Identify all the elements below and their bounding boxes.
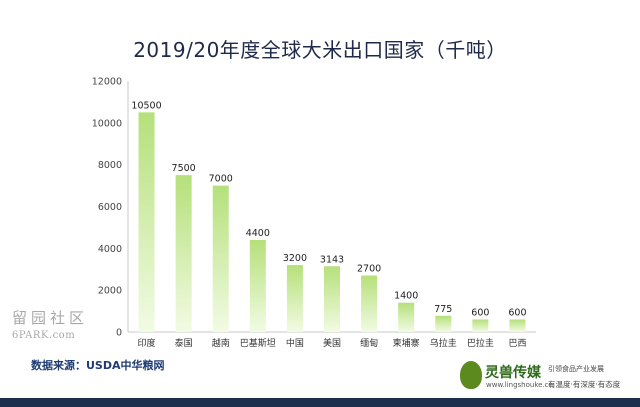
footer-bar <box>0 398 640 407</box>
y-tick-label: 10000 <box>92 118 122 129</box>
data-label: 1400 <box>394 291 418 302</box>
logo-slogan: 引领食品产业发展 <box>548 365 604 373</box>
bar <box>398 302 415 332</box>
x-category-label: 乌拉圭 <box>430 337 457 349</box>
data-label: 600 <box>508 307 526 318</box>
x-category-label: 中国 <box>286 337 304 349</box>
y-tick-label: 6000 <box>98 202 122 213</box>
y-tick-label: 4000 <box>98 244 122 255</box>
logo-name: 灵兽传媒 <box>485 365 541 381</box>
bar <box>472 319 489 332</box>
logo-tagline: 有温度·有深度·有态度 <box>548 380 621 389</box>
x-category-label: 美国 <box>323 337 341 349</box>
x-category-label: 巴拉圭 <box>467 337 494 349</box>
y-tick-label: 2000 <box>98 286 122 297</box>
bar <box>212 185 229 332</box>
site-watermark: 留园社区 6PARK.com <box>12 307 88 341</box>
x-category-label: 缅甸 <box>360 337 378 349</box>
x-category-label: 泰国 <box>175 337 193 349</box>
watermark-url: 6PARK.com <box>12 330 76 341</box>
bar <box>324 266 340 332</box>
data-label: 3200 <box>283 253 307 264</box>
data-label: 7000 <box>209 174 233 185</box>
bar <box>175 175 192 332</box>
data-label: 3143 <box>320 254 344 265</box>
data-label: 7500 <box>172 163 196 174</box>
data-label: 775 <box>434 304 452 315</box>
bar <box>286 265 303 332</box>
brand-logo: 灵兽传媒 www.lingshouke.cn 引领食品产业发展 有温度·有深度·… <box>458 358 640 398</box>
bar <box>361 275 378 332</box>
y-tick-label: 0 <box>116 328 122 339</box>
x-category-label: 巴基斯坦 <box>240 337 276 349</box>
data-label: 10500 <box>131 100 161 111</box>
logo-url: www.lingshouke.cn <box>486 381 553 389</box>
deer-logo-icon <box>460 361 482 389</box>
y-tick-label: 12000 <box>92 77 122 88</box>
watermark-title: 留园社区 <box>12 309 89 327</box>
y-tick-label: 8000 <box>98 160 122 171</box>
x-category-label: 柬埔寨 <box>393 337 420 349</box>
source-note: 数据来源：USDA中华粮网 <box>31 359 165 372</box>
bar <box>509 319 526 332</box>
data-label: 2700 <box>357 264 381 275</box>
x-category-label: 印度 <box>138 337 156 349</box>
bar <box>435 315 452 332</box>
x-category-label: 巴西 <box>508 338 526 349</box>
x-category-label: 越南 <box>212 337 230 349</box>
data-label: 600 <box>471 307 489 318</box>
chart-title: 2019/20年度全球大米出口国家（千吨） <box>133 38 507 62</box>
bar <box>249 239 266 332</box>
data-label: 4400 <box>246 228 270 239</box>
bar <box>138 112 155 332</box>
